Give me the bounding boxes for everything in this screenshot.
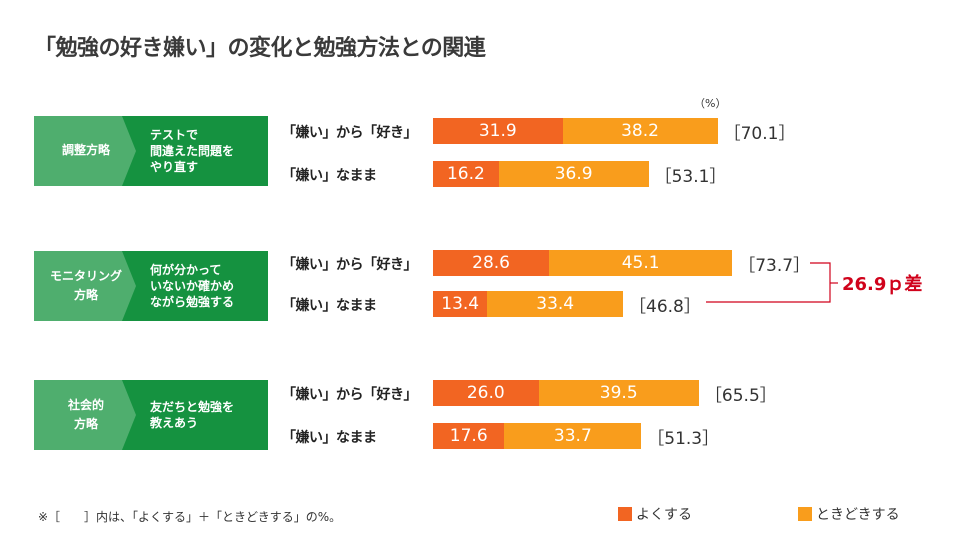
bar-segment-yoku: 16.2 (433, 161, 499, 187)
bar-segment-yoku: 13.4 (433, 291, 488, 317)
total-label: ［70.1］ (723, 124, 796, 144)
category-label: 「嫌い」から「好き」 (282, 125, 418, 141)
bar-segment-tokidoki: 45.1 (549, 250, 733, 276)
footnote: ※［ ］内は、「よくする」＋「ときどきする」の%。 (38, 510, 342, 524)
strategy-tag: モニタリング 方略 (34, 251, 138, 321)
bar-row: 13.4 33.4 (433, 291, 623, 317)
total-label: ［53.1］ (654, 167, 727, 187)
bar-segment-tokidoki: 33.4 (487, 291, 623, 317)
bar-row: 16.2 36.9 (433, 161, 649, 187)
category-label: 「嫌い」なまま (282, 430, 377, 446)
category-label: 「嫌い」から「好き」 (282, 387, 418, 403)
legend-label: ときどきする (816, 507, 900, 523)
page-title: 「勉強の好き嫌い」の変化と勉強方法との関連 (34, 36, 486, 61)
strategy-tag-text: 調整方略 (61, 143, 110, 158)
legend-swatch (618, 507, 632, 521)
total-label: ［46.8］ (629, 297, 701, 317)
legend-swatch (798, 507, 812, 521)
legend-item-tokidoki: ときどきする (798, 504, 900, 524)
legend-label: よくする (636, 507, 692, 523)
strategy-description: 何が分かって いないか確かめ ながら勉強する (122, 251, 268, 321)
category-label: 「嫌い」なまま (282, 298, 377, 314)
bar-segment-tokidoki: 39.5 (538, 380, 699, 406)
bar-segment-yoku: 31.9 (433, 118, 563, 144)
total-label: ［65.5］ (704, 386, 777, 406)
bar-segment-tokidoki: 38.2 (562, 118, 718, 144)
total-label: ［73.7］ (738, 256, 811, 276)
total-label: ［51.3］ (647, 429, 720, 449)
bar-segment-yoku: 26.0 (433, 380, 539, 406)
strategy-description-text: 何が分かって いないか確かめ ながら勉強する (150, 262, 235, 310)
bar-row: 17.6 33.7 (433, 423, 642, 449)
category-label: 「嫌い」から「好き」 (282, 257, 418, 273)
strategy-description: 友だちと勉強を 教えあう (122, 380, 268, 450)
bar-segment-tokidoki: 36.9 (498, 161, 649, 187)
bar-segment-yoku: 28.6 (433, 250, 550, 276)
bar-segment-tokidoki: 33.7 (504, 423, 642, 449)
strategy-description-text: 友だちと勉強を 教えあう (150, 399, 235, 430)
bar-segment-yoku: 17.6 (433, 423, 505, 449)
bar-row: 31.9 38.2 (433, 118, 718, 144)
category-label: 「嫌い」なまま (282, 168, 377, 184)
legend-item-yoku: よくする (618, 504, 692, 524)
bar-row: 26.0 39.5 (433, 380, 699, 406)
unit-label: （%） (694, 97, 727, 110)
strategy-description-text: テストで 間違えた問題を やり直す (150, 127, 235, 175)
strategy-tag: 社会的 方略 (34, 380, 138, 450)
difference-annotation: 26.9ｐ差 (842, 274, 923, 295)
strategy-tag: 調整方略 (34, 116, 138, 186)
strategy-tag-text: 社会的 方略 (67, 397, 104, 431)
strategy-tag-text: モニタリング 方略 (49, 268, 122, 302)
bar-row: 28.6 45.1 (433, 250, 733, 276)
strategy-description: テストで 間違えた問題を やり直す (122, 116, 268, 186)
